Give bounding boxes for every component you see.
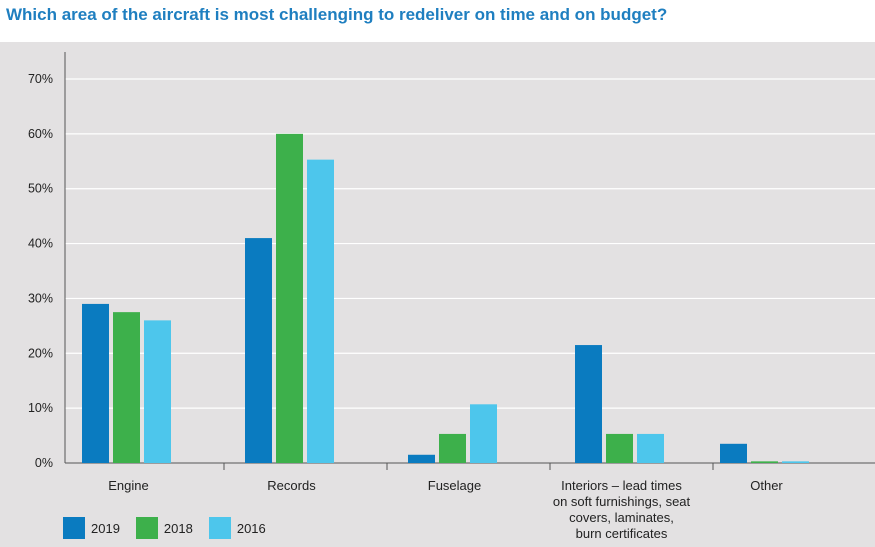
x-category-label: covers, laminates,: [569, 510, 674, 525]
legend-item-2018: 2018: [135, 517, 193, 539]
bar-2019-2: [408, 454, 435, 463]
bar-2016-0: [144, 320, 171, 463]
y-tick-label: 10%: [28, 401, 53, 415]
bar-2019-1: [245, 238, 272, 463]
x-category-label: Interiors – lead times: [561, 478, 682, 493]
bar-2019-0: [82, 303, 109, 463]
bar-2018-4: [751, 461, 778, 463]
bar-2019-4: [720, 443, 747, 463]
bar-2019-3: [575, 345, 602, 463]
bar-2016-2: [470, 404, 497, 463]
y-tick-label: 0%: [35, 456, 53, 470]
legend-item-2019: 2019: [63, 517, 120, 539]
bar-2016-4: [782, 461, 809, 463]
y-tick-label: 30%: [28, 291, 53, 305]
y-tick-label: 40%: [28, 237, 53, 251]
x-category-label: Engine: [108, 478, 148, 493]
chart-title: Which area of the aircraft is most chall…: [6, 5, 668, 24]
bar-2016-1: [307, 159, 334, 463]
legend-label-2018: 2018: [163, 520, 193, 536]
y-tick-label: 60%: [28, 127, 53, 141]
bar-2018-2: [439, 433, 466, 463]
legend: 2019 2018 2016: [63, 517, 282, 539]
x-category-label: Fuselage: [428, 478, 481, 493]
bar-2018-3: [606, 433, 633, 463]
legend-item-2016: 2016: [208, 517, 266, 539]
bar-2018-1: [276, 133, 303, 463]
legend-swatch-2018: [135, 517, 158, 539]
x-category-label: burn certificates: [576, 526, 668, 541]
x-category-label: Records: [267, 478, 316, 493]
y-tick-label: 20%: [28, 346, 53, 360]
x-category-label: on soft furnishings, seat: [553, 494, 691, 509]
legend-swatch-2016: [208, 517, 231, 539]
bar-2016-3: [637, 433, 664, 463]
legend-label-2016: 2016: [236, 520, 266, 536]
x-category-label: Other: [750, 478, 783, 493]
legend-swatch-2019: [63, 517, 85, 539]
y-tick-label: 70%: [28, 72, 53, 86]
legend-label-2019: 2019: [91, 520, 120, 536]
y-tick-label: 50%: [28, 182, 53, 196]
bar-2018-0: [113, 312, 140, 463]
